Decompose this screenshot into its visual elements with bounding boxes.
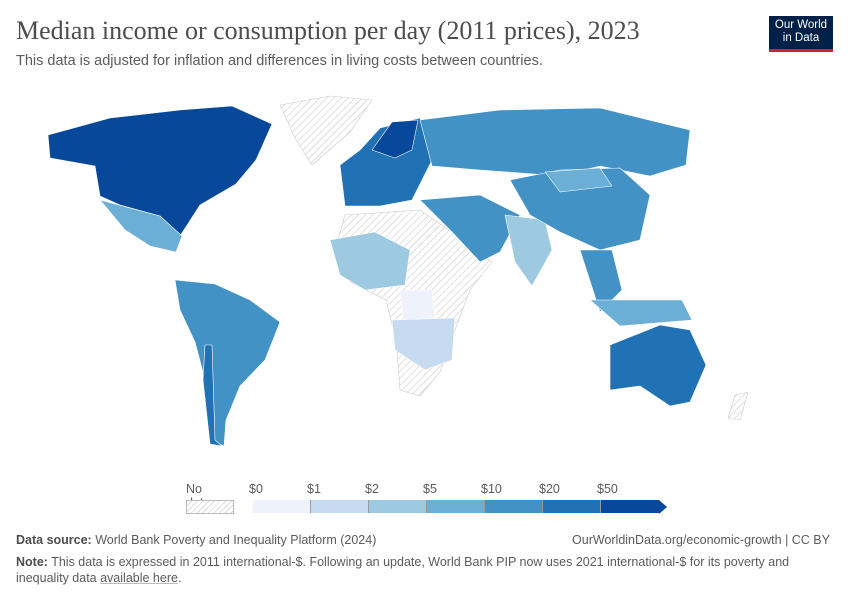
region-russia[interactable]	[419, 107, 691, 177]
region-mongolia[interactable]	[544, 167, 613, 193]
region-new-zealand[interactable]	[727, 391, 749, 421]
legend-arrow	[659, 499, 667, 514]
legend-bin[interactable]	[369, 500, 427, 513]
legend-tick: $50	[597, 482, 618, 496]
region-greenland[interactable]	[279, 95, 373, 166]
region-south-america[interactable]	[174, 279, 281, 447]
region-north-america[interactable]	[47, 105, 273, 237]
no-data-swatch	[186, 500, 234, 514]
region-middle-east[interactable]	[419, 194, 521, 263]
logo-text: Our World in Data	[774, 19, 828, 44]
region-australia[interactable]	[609, 324, 707, 407]
region-india[interactable]	[504, 214, 553, 287]
legend-tick: $20	[539, 482, 560, 496]
legend-tick: $1	[307, 482, 321, 496]
region-southern-africa[interactable]	[391, 317, 456, 371]
region-west-africa[interactable]	[329, 231, 411, 291]
legend-bin[interactable]	[601, 500, 659, 513]
legend-tick: $10	[481, 482, 502, 496]
legend-bin[interactable]	[253, 500, 311, 513]
legend-bin[interactable]	[427, 500, 485, 513]
owid-logo[interactable]: Our World in Data	[769, 16, 833, 52]
data-source: Data source: World Bank Poverty and Ineq…	[16, 533, 377, 547]
region-chile[interactable]	[202, 344, 223, 447]
chart-subtitle: This data is adjusted for inflation and …	[16, 53, 543, 69]
legend-bin[interactable]	[543, 500, 601, 513]
region-indonesia[interactable]	[589, 299, 693, 327]
legend-tick: $5	[423, 482, 437, 496]
legend-bin[interactable]	[485, 500, 543, 513]
region-mexico-central-america[interactable]	[99, 199, 183, 253]
world-map[interactable]	[0, 85, 850, 470]
chart-title: Median income or consumption per day (20…	[16, 16, 640, 45]
note: Note: This data is expressed in 2011 int…	[16, 555, 790, 585]
region-scandinavia[interactable]	[371, 119, 419, 159]
legend-bin[interactable]	[311, 500, 369, 513]
region-southeast-asia[interactable]	[579, 249, 623, 313]
source-url[interactable]: OurWorldinData.org/economic-growth | CC …	[572, 533, 830, 547]
legend-tick: $0	[249, 482, 263, 496]
legend-tick: $2	[365, 482, 379, 496]
available-here-link[interactable]: available here	[100, 571, 178, 585]
